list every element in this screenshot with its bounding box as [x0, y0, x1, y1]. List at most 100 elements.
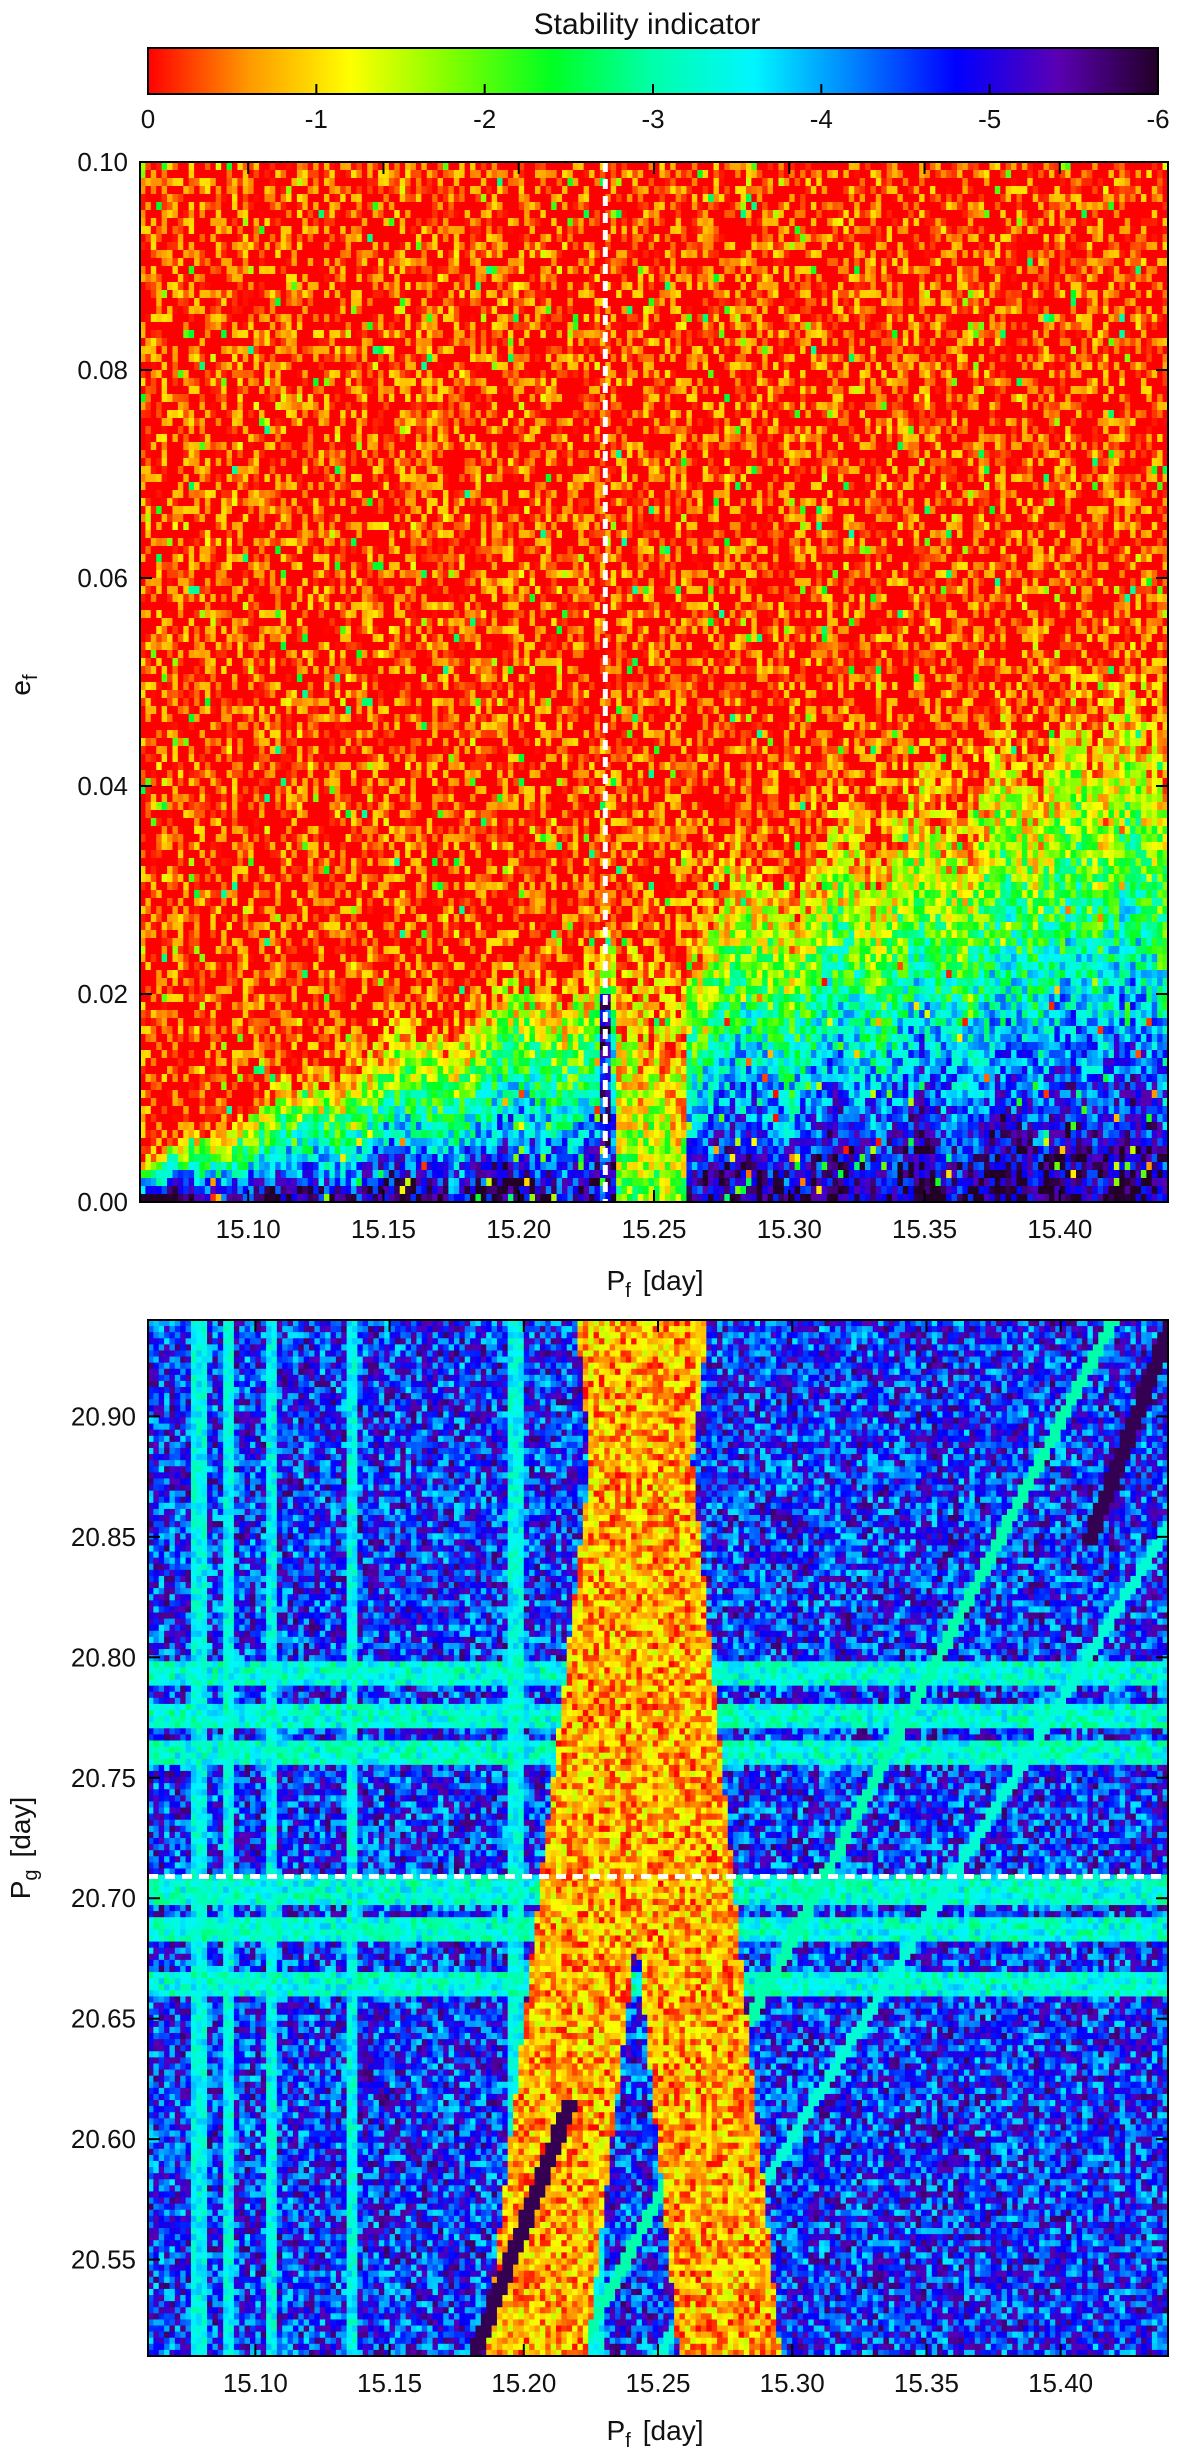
heatmap-cell — [459, 266, 465, 275]
heatmap-cell — [302, 186, 308, 195]
heatmap-cell — [383, 202, 389, 211]
heatmap-cell — [454, 282, 460, 291]
heatmap-cell — [448, 274, 454, 283]
heatmap-cell — [167, 186, 173, 195]
heatmap-cell — [1065, 186, 1071, 195]
heatmap-cell — [329, 258, 335, 267]
heatmap-cell — [946, 258, 952, 267]
heatmap-cell — [308, 218, 314, 227]
heatmap-cell — [925, 266, 931, 275]
heatmap-cell — [1049, 298, 1055, 307]
heatmap-cell — [860, 218, 866, 227]
heatmap-cell — [989, 210, 995, 219]
heatmap-cell — [930, 234, 936, 243]
heatmap-cell — [865, 210, 871, 219]
heatmap-cell — [557, 290, 563, 299]
heatmap-cell — [551, 242, 557, 251]
heatmap-cell — [578, 242, 584, 251]
heatmap-cell — [1130, 186, 1136, 195]
heatmap-cell — [1011, 258, 1017, 267]
heatmap-cell — [697, 210, 703, 219]
heatmap-cell — [979, 170, 985, 179]
heatmap-cell — [805, 250, 811, 259]
heatmap-cell — [346, 170, 352, 179]
heatmap-cell — [670, 298, 676, 307]
heatmap-cell — [557, 306, 563, 315]
heatmap-cell — [1038, 242, 1044, 251]
heatmap-cell — [535, 194, 541, 203]
heatmap-cell — [210, 178, 216, 187]
heatmap-cell — [557, 210, 563, 219]
heatmap-cell — [784, 274, 790, 283]
heatmap-cell — [854, 162, 860, 171]
heatmap-cell — [670, 178, 676, 187]
heatmap-cell — [822, 274, 828, 283]
heatmap-cell — [319, 242, 325, 251]
heatmap-cell — [351, 298, 357, 307]
heatmap-cell — [1119, 162, 1125, 171]
heatmap-cell — [270, 162, 276, 171]
heatmap-cell — [827, 218, 833, 227]
heatmap-cell — [324, 202, 330, 211]
heatmap-cell — [237, 178, 243, 187]
heatmap-cell — [719, 170, 725, 179]
heatmap-cell — [459, 274, 465, 283]
heatmap-cell — [941, 306, 947, 315]
heatmap-cell — [795, 218, 801, 227]
heatmap-cell — [275, 266, 281, 275]
heatmap-cell — [1119, 250, 1125, 259]
heatmap-cell — [486, 178, 492, 187]
heatmap-cell — [789, 274, 795, 283]
heatmap-cell — [611, 170, 617, 179]
heatmap-cell — [1017, 218, 1023, 227]
heatmap-cell — [275, 162, 281, 171]
heatmap-cell — [1108, 274, 1114, 283]
heatmap-cell — [849, 226, 855, 235]
heatmap-cell — [887, 274, 893, 283]
heatmap-cell — [475, 226, 481, 235]
heatmap-cell — [919, 218, 925, 227]
heatmap-cell — [145, 202, 151, 211]
heatmap-cell — [703, 266, 709, 275]
heatmap-cell — [313, 258, 319, 267]
heatmap-cell — [1152, 210, 1158, 219]
heatmap-cell — [443, 218, 449, 227]
heatmap-cell — [703, 170, 709, 179]
heatmap-cell — [1136, 250, 1142, 259]
heatmap-cell — [897, 170, 903, 179]
heatmap-cell — [243, 226, 249, 235]
heatmap-cell — [367, 170, 373, 179]
heatmap-cell — [989, 266, 995, 275]
heatmap-cell — [979, 298, 985, 307]
heatmap-cell — [178, 290, 184, 299]
heatmap-cell — [227, 218, 233, 227]
heatmap-cell — [1000, 210, 1006, 219]
heatmap-cell — [362, 250, 368, 259]
heatmap-cell — [291, 170, 297, 179]
heatmap-cell — [914, 162, 920, 171]
heatmap-cell — [524, 298, 530, 307]
heatmap-cell — [1060, 298, 1066, 307]
heatmap-cell — [1044, 298, 1050, 307]
heatmap-cell — [681, 194, 687, 203]
heatmap-cell — [562, 258, 568, 267]
heatmap-cell — [1060, 282, 1066, 291]
heatmap-cell — [275, 298, 281, 307]
heatmap-cell — [1011, 282, 1017, 291]
heatmap-cell — [183, 218, 189, 227]
heatmap-cell — [854, 298, 860, 307]
heatmap-cell — [1087, 162, 1093, 171]
heatmap-cell — [816, 250, 822, 259]
heatmap-cell — [232, 178, 238, 187]
heatmap-cell — [1146, 282, 1152, 291]
heatmap-cell — [870, 242, 876, 251]
heatmap-cell — [1044, 234, 1050, 243]
heatmap-cell — [432, 194, 438, 203]
heatmap-cell — [335, 266, 341, 275]
heatmap-cell — [524, 202, 530, 211]
heatmap-cell — [319, 274, 325, 283]
heatmap-cell — [768, 250, 774, 259]
heatmap-cell — [968, 178, 974, 187]
heatmap-cell — [584, 250, 590, 259]
heatmap-cell — [757, 298, 763, 307]
